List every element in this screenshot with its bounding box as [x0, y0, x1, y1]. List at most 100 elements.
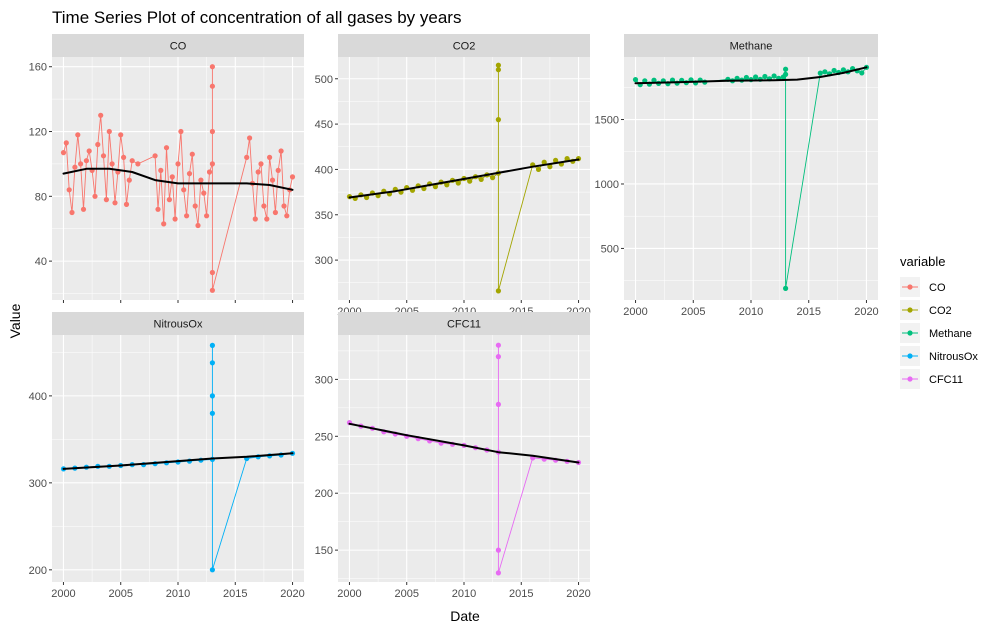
- y-tick-label: 300: [315, 255, 333, 267]
- data-point: [272, 209, 278, 216]
- data-point: [189, 151, 195, 157]
- data-point: [753, 74, 759, 80]
- data-point: [206, 169, 213, 175]
- x-tick-label: 2010: [739, 306, 763, 318]
- y-tick-label: 80: [35, 191, 47, 203]
- data-point: [278, 148, 284, 154]
- y-tick-label: 300: [315, 374, 333, 386]
- data-point: [743, 74, 750, 81]
- data-point: [495, 288, 501, 294]
- data-point: [163, 145, 170, 151]
- legend-label: CFC11: [929, 374, 963, 386]
- facet-panels: CO 40 80 120 160 CO2 300 350 400 450 500 2000 2005 20…: [29, 34, 879, 600]
- data-point: [252, 216, 258, 222]
- data-point: [192, 203, 198, 209]
- x-tick-label: 2005: [681, 306, 705, 318]
- data-point: [198, 177, 204, 183]
- data-point: [284, 213, 290, 219]
- data-point: [83, 158, 89, 164]
- data-point: [553, 157, 559, 163]
- data-point: [204, 213, 210, 219]
- data-point: [155, 206, 161, 212]
- data-point: [118, 132, 124, 138]
- data-point: [181, 187, 187, 193]
- facet-co2: CO230035040045050020002005201020152020: [315, 34, 591, 318]
- data-point: [86, 148, 92, 154]
- x-tick-label: 2015: [796, 306, 820, 318]
- data-point: [822, 69, 828, 75]
- x-tick-label: 2020: [854, 306, 878, 318]
- chart-title: Time Series Plot of concentration of all…: [52, 8, 461, 27]
- x-tick-label: 2000: [51, 588, 75, 600]
- data-point: [547, 164, 553, 170]
- data-point: [166, 197, 172, 203]
- y-tick-label: 250: [315, 431, 333, 443]
- data-point: [100, 153, 107, 159]
- y-tick-label: 200: [29, 565, 47, 577]
- legend-key-point: [907, 376, 913, 382]
- data-point: [478, 176, 484, 182]
- data-point: [209, 128, 215, 135]
- data-point: [275, 167, 281, 173]
- x-tick-label: 2015: [509, 588, 533, 600]
- legend-label: CO: [929, 282, 946, 294]
- y-axis-title: Value: [7, 303, 23, 338]
- data-point: [495, 570, 501, 576]
- legend: variable CO CO2 Methane NitrousOx CFC11: [900, 254, 978, 389]
- y-tick-label: 350: [315, 210, 333, 222]
- data-point: [109, 161, 115, 167]
- data-point: [632, 77, 639, 83]
- legend-keys: CO CO2 Methane NitrousOx CFC11: [900, 277, 978, 389]
- y-tick-label: 400: [315, 164, 333, 176]
- data-point: [158, 167, 164, 173]
- legend-key-point: [907, 330, 913, 336]
- y-tick-label: 450: [315, 119, 333, 131]
- x-tick-label: 2000: [623, 306, 647, 318]
- y-tick-label: 1000: [595, 179, 619, 191]
- data-point: [495, 547, 501, 553]
- data-point: [289, 174, 296, 180]
- y-tick-label: 40: [35, 256, 47, 268]
- data-point: [80, 206, 87, 212]
- x-tick-label: 2015: [223, 588, 247, 600]
- data-point: [195, 222, 201, 229]
- data-point: [75, 132, 81, 138]
- data-point: [264, 216, 270, 222]
- legend-item-methane: Methane: [900, 323, 972, 343]
- data-point: [762, 73, 768, 80]
- facet-co: CO 40 80 120 160: [29, 34, 304, 303]
- data-point: [92, 193, 98, 199]
- x-tick-label: 2020: [280, 588, 304, 600]
- data-point: [209, 393, 215, 399]
- y-tick-label: 160: [29, 62, 47, 74]
- facet-label-co: CO: [170, 41, 187, 53]
- data-point: [66, 187, 72, 193]
- data-point: [112, 200, 118, 206]
- data-point: [161, 221, 167, 227]
- data-point: [831, 67, 837, 74]
- x-tick-label: 2000: [337, 588, 361, 600]
- data-point: [129, 158, 135, 164]
- data-point: [95, 141, 101, 148]
- data-point: [169, 174, 175, 180]
- data-point: [651, 77, 657, 83]
- smooth-line-co2: [348, 158, 580, 199]
- legend-item-cfc11: CFC11: [900, 369, 963, 389]
- facet-methane: Methane 500 1000 1500 2000 2005 2010 2015 2020: [595, 34, 879, 318]
- legend-key-point: [907, 307, 913, 313]
- data-point: [432, 184, 438, 190]
- facet-strip-nitrousox: [52, 312, 304, 335]
- data-point: [783, 66, 789, 72]
- data-point: [178, 128, 184, 135]
- data-point: [495, 67, 501, 73]
- y-tick-label: 120: [29, 127, 47, 139]
- grid-nitrousox: [52, 335, 304, 582]
- facet-strip-cfc11: [338, 312, 590, 335]
- legend-label: CO2: [929, 305, 952, 317]
- data-point: [121, 154, 127, 160]
- data-point: [783, 71, 789, 77]
- data-point: [541, 159, 547, 165]
- facet-strip-methane: [624, 34, 878, 57]
- data-point: [734, 75, 740, 81]
